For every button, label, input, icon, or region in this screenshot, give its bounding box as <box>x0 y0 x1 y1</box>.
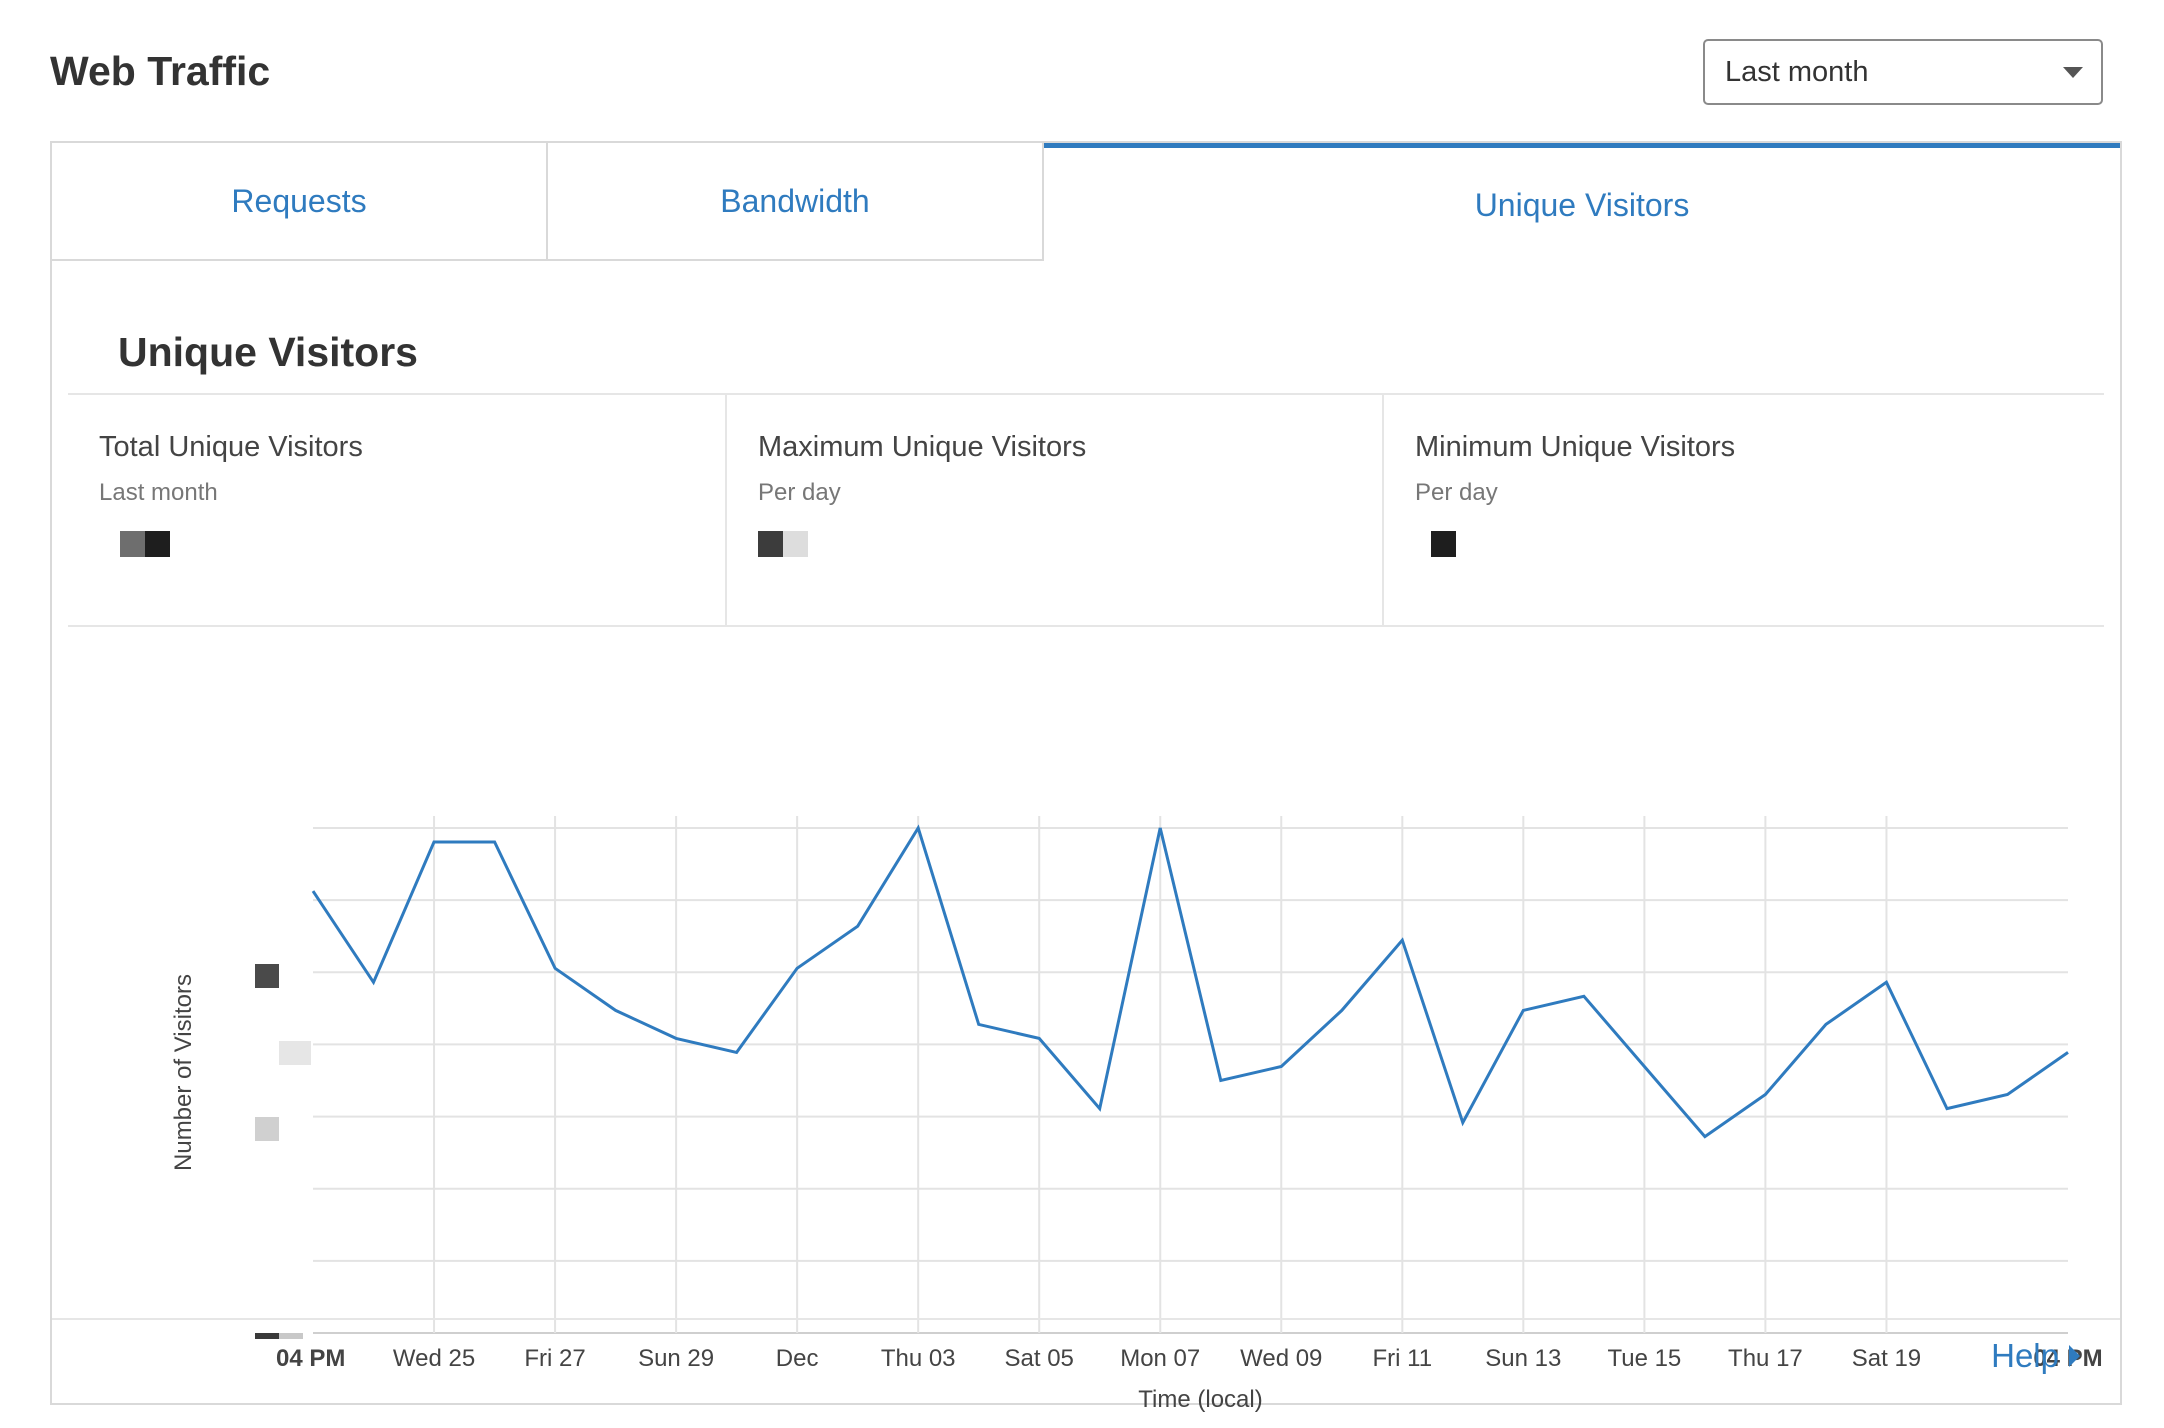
data-point <box>1339 1007 1345 1013</box>
data-point <box>976 1021 982 1027</box>
data-point <box>673 1035 679 1041</box>
tab-requests[interactable]: Requests <box>52 143 548 261</box>
tab-label: Requests <box>231 182 367 219</box>
tab-bandwidth[interactable]: Bandwidth <box>548 143 1044 261</box>
chart-svg: 04 PM Wed 25 Fri 27 Sun 29 Dec Thu 03 Sat 05 Mo… <box>170 816 2103 1413</box>
section-title: Unique Visitors <box>118 329 418 375</box>
data-point <box>431 839 437 845</box>
data-point <box>1520 1007 1526 1013</box>
y-tick-redacted <box>255 1117 279 1141</box>
x-tick-label: Wed 09 <box>1240 1345 1322 1372</box>
page-title: Web Traffic <box>50 48 271 94</box>
caret-right-icon <box>2069 1345 2080 1367</box>
stat-sublabel: Per day <box>1415 479 1498 506</box>
date-range-value: Last month <box>1725 55 1869 88</box>
data-point <box>1823 1021 1829 1027</box>
data-point <box>1641 1063 1647 1069</box>
stat-total-unique-visitors: Total Unique Visitors Last month <box>68 395 725 625</box>
data-point <box>794 965 800 971</box>
data-point <box>613 1007 619 1013</box>
data-point <box>2065 1049 2071 1055</box>
data-point <box>734 1049 740 1055</box>
data-point <box>371 979 377 985</box>
footer-divider <box>52 1318 2120 1320</box>
stat-value-redacted <box>1415 531 1456 557</box>
data-point <box>1581 993 1587 999</box>
data-point <box>1399 937 1405 943</box>
tab-unique-visitors[interactable]: Unique Visitors <box>1044 143 2120 261</box>
x-tick-label: Fri 27 <box>524 1345 585 1372</box>
line-chart: 04 PM Wed 25 Fri 27 Sun 29 Dec Thu 03 Sat 05 Mo… <box>102 763 2122 1423</box>
stat-sublabel: Per day <box>758 479 841 506</box>
y-axis-label: Number of Visitors <box>170 974 197 1171</box>
data-point <box>1944 1106 1950 1112</box>
x-tick-label: Sat 05 <box>1005 1345 1074 1372</box>
data-point <box>915 825 921 831</box>
data-point <box>1460 1120 1466 1126</box>
x-tick-label: Thu 17 <box>1728 1345 1803 1372</box>
y-tick-redacted <box>255 1333 279 1339</box>
y-tick-redacted <box>279 1333 303 1339</box>
tab-label: Unique Visitors <box>1474 187 1690 223</box>
data-point <box>1883 979 1889 985</box>
stat-label: Minimum Unique Visitors <box>1415 431 1736 463</box>
data-point <box>552 965 558 971</box>
stat-value-redacted <box>758 531 808 557</box>
x-tick-label: Thu 03 <box>881 1345 956 1372</box>
stat-minimum-unique-visitors: Minimum Unique Visitors Per day <box>1382 395 2104 625</box>
y-tick-redacted <box>255 964 279 988</box>
y-tick-redacted <box>279 1041 311 1065</box>
x-tick-label: 04 PM <box>276 1345 345 1372</box>
data-point <box>310 888 316 894</box>
data-point <box>1036 1035 1042 1041</box>
stat-label: Maximum Unique Visitors <box>758 431 1087 463</box>
data-point <box>1157 825 1163 831</box>
help-link[interactable]: Help <box>1991 1337 2080 1375</box>
data-point <box>855 923 861 929</box>
help-label: Help <box>1991 1337 2059 1374</box>
x-tick-label: 04 PM <box>2033 1345 2102 1372</box>
x-axis-label: Time (local) <box>1138 1386 1262 1413</box>
data-point <box>1278 1063 1284 1069</box>
stat-value-redacted <box>99 531 170 557</box>
date-range-select[interactable]: Last month <box>1703 39 2103 105</box>
stat-maximum-unique-visitors: Maximum Unique Visitors Per day <box>725 395 1382 625</box>
x-tick-label: Wed 25 <box>393 1345 475 1372</box>
divider <box>68 625 2104 627</box>
data-point <box>1762 1092 1768 1098</box>
traffic-card: Requests Bandwidth Unique Visitors Uniqu… <box>50 141 2122 1413</box>
data-point <box>1702 1134 1708 1140</box>
tab-bar: Requests Bandwidth Unique Visitors <box>52 143 2120 261</box>
data-point <box>2004 1092 2010 1098</box>
x-tick-label: Tue 15 <box>1607 1345 1681 1372</box>
chevron-down-icon <box>2063 67 2083 78</box>
x-tick-label: Dec <box>776 1345 819 1372</box>
data-point <box>1218 1078 1224 1084</box>
data-point <box>1097 1106 1103 1112</box>
stat-label: Total Unique Visitors <box>99 431 363 463</box>
x-tick-label: Sun 29 <box>638 1345 714 1372</box>
x-tick-label: Mon 07 <box>1120 1345 1200 1372</box>
tab-label: Bandwidth <box>720 182 870 219</box>
x-tick-label: Sat 19 <box>1852 1345 1921 1372</box>
x-tick-label: Sun 13 <box>1485 1345 1561 1372</box>
stat-sublabel: Last month <box>99 479 218 506</box>
data-point <box>492 839 498 845</box>
divider <box>68 393 2104 395</box>
series-line <box>311 824 2069 1139</box>
x-tick-label: Fri 11 <box>1373 1345 1433 1372</box>
